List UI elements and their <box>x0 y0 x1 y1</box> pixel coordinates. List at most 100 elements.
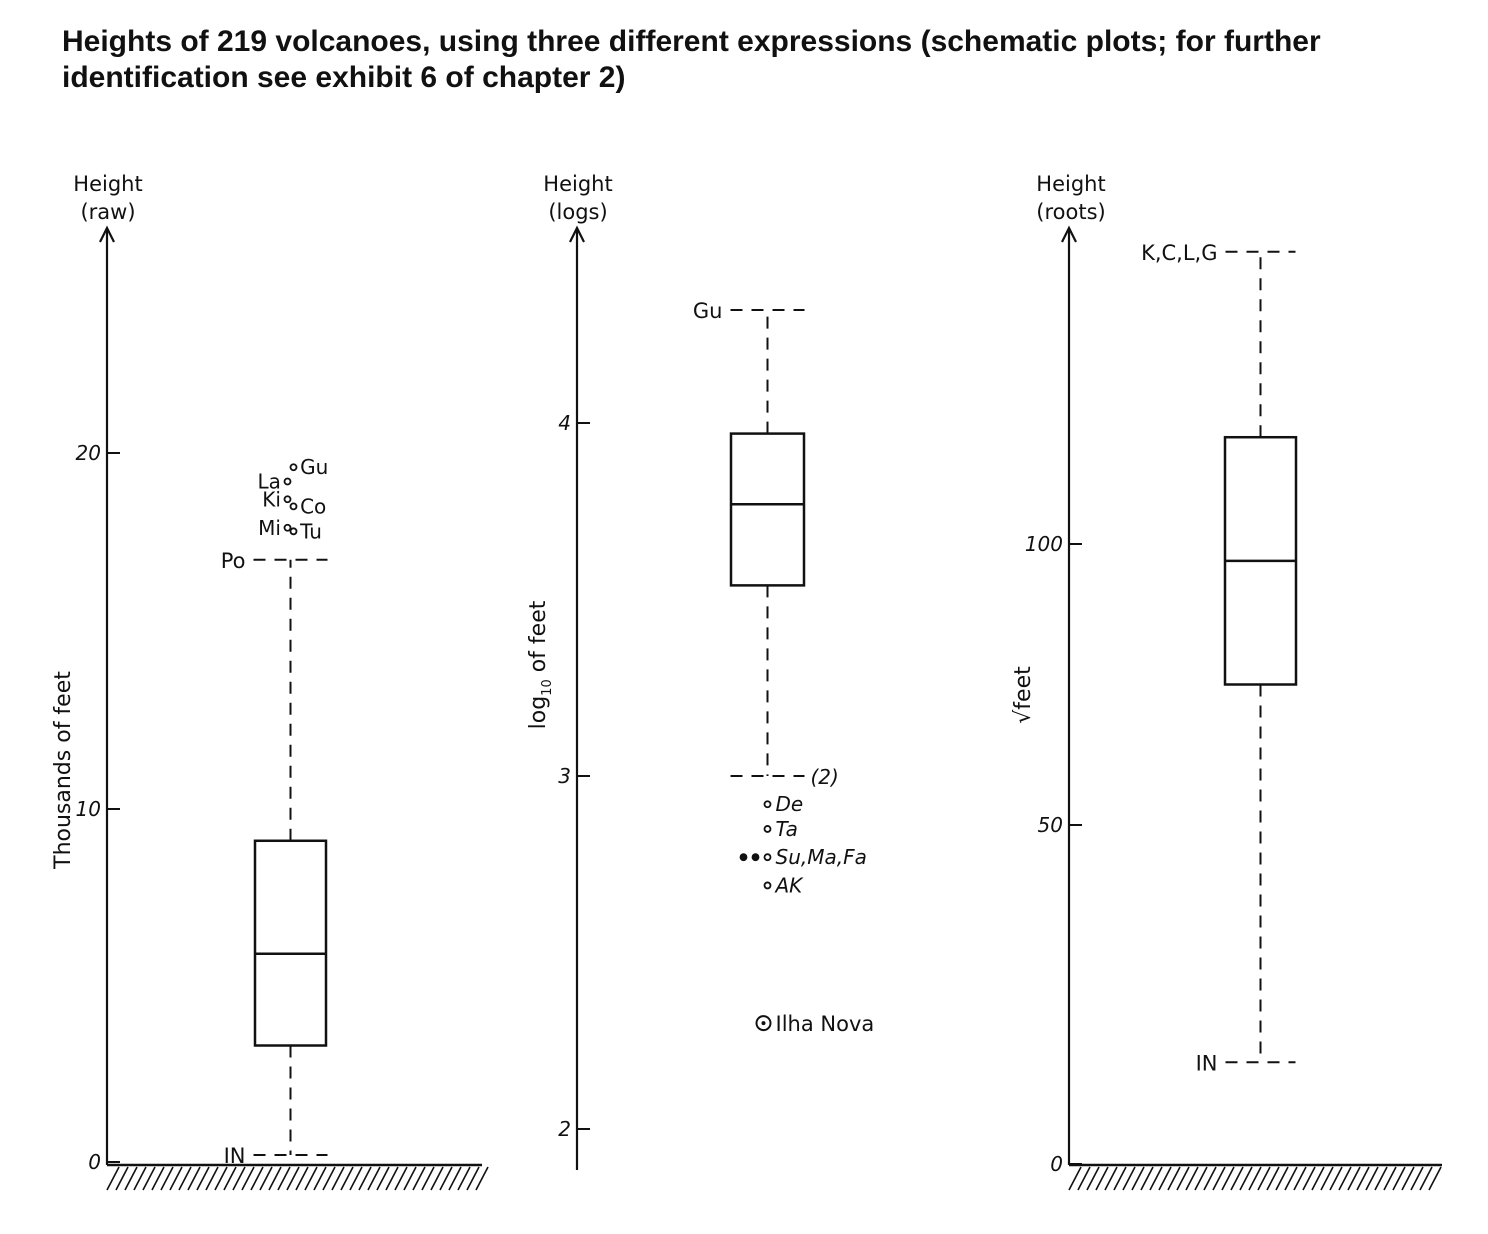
ground-hatch <box>340 1166 354 1191</box>
outlier-point <box>283 477 292 486</box>
upper-whisker-label: Gu <box>693 299 723 323</box>
ground-hatch <box>313 1166 327 1191</box>
axis-arrowhead <box>569 225 585 243</box>
ground-hatch <box>1176 1166 1190 1191</box>
ground-hatch <box>1104 1166 1118 1191</box>
ground-hatch <box>133 1166 147 1191</box>
ground-hatch <box>1356 1166 1370 1191</box>
axis-header: Height <box>73 172 142 196</box>
outlier-point <box>763 853 772 862</box>
ground-hatch <box>1248 1166 1262 1191</box>
ground-hatch <box>1311 1166 1325 1191</box>
ground-hatch <box>106 1166 120 1191</box>
ground-hatch <box>232 1166 246 1191</box>
outlier-label: Su,Ma,Fa <box>776 845 867 869</box>
ground-hatch <box>169 1166 183 1191</box>
ground-hatch <box>439 1166 453 1191</box>
y-axis-label: Thousands of feet <box>51 671 76 870</box>
outlier-point <box>751 853 760 862</box>
ground-hatch <box>1374 1166 1388 1191</box>
panel-roots: Height (roots) 0 50 100 √feet K,C,L,G IN <box>1011 172 1442 1191</box>
ground-hatch <box>385 1166 399 1191</box>
panel-raw: Height (raw) 0 10 20 Thousands of feet Po IN La G… <box>51 172 489 1191</box>
ground-hatch <box>286 1166 300 1191</box>
axis-header: Height <box>543 172 612 196</box>
ground-hatch <box>358 1166 372 1191</box>
ground-hatch <box>421 1166 435 1191</box>
far-outlier-label: Ilha Nova <box>776 1012 875 1036</box>
outlier-label: Mi <box>258 516 281 540</box>
y-tick-label: 100 <box>1025 532 1063 556</box>
ground-hatch <box>367 1166 381 1191</box>
ground-hatch <box>1140 1166 1154 1191</box>
ground-hatch <box>205 1166 219 1191</box>
outlier-point <box>763 800 772 809</box>
ground-hatch <box>1230 1166 1244 1191</box>
ground-hatch <box>1212 1166 1226 1191</box>
ground-hatch <box>1293 1166 1307 1191</box>
y-tick-label: 4 <box>558 411 571 435</box>
ground-hatch <box>403 1166 417 1191</box>
ground-hatch <box>250 1166 264 1191</box>
ground-hatch <box>1185 1166 1199 1191</box>
ground-hatch <box>1365 1166 1379 1191</box>
ground-hatch <box>1239 1166 1253 1191</box>
outlier-label: Ki <box>262 487 281 511</box>
ground-hatch <box>1419 1166 1433 1191</box>
box <box>253 839 328 1047</box>
ground-hatch <box>160 1166 174 1191</box>
ground-hatch <box>277 1166 291 1191</box>
ground-hatch <box>187 1166 201 1191</box>
ground-hatch <box>1086 1166 1100 1191</box>
page-title: Heights of 219 volcanoes, using three di… <box>62 25 1321 94</box>
y-tick-label: 10 <box>76 797 101 821</box>
ground-hatch <box>457 1166 471 1191</box>
ground-hatch <box>1122 1166 1136 1191</box>
ground-hatch <box>295 1166 309 1191</box>
ground-hatch <box>466 1166 480 1191</box>
y-tick-label: 20 <box>76 441 101 465</box>
ground-hatch <box>1077 1166 1091 1191</box>
ground-hatch <box>223 1166 237 1191</box>
ground-hatch <box>331 1166 345 1191</box>
ground-hatch <box>1338 1166 1352 1191</box>
axis-arrowhead <box>99 225 115 243</box>
ground-hatch <box>241 1166 255 1191</box>
ground-hatch <box>1113 1166 1127 1191</box>
outlier-label: AK <box>774 873 805 897</box>
outlier-point <box>289 527 298 536</box>
axis-header-sub: (roots) <box>1036 200 1105 224</box>
ground-hatch <box>448 1166 462 1191</box>
box <box>729 432 806 587</box>
outlier-label: Ta <box>776 817 798 841</box>
ground-hatch <box>322 1166 336 1191</box>
ground-hatch <box>412 1166 426 1191</box>
axis-header-sub: (raw) <box>80 200 135 224</box>
ground-hatch <box>178 1166 192 1191</box>
ground-hatch <box>1095 1166 1109 1191</box>
outlier-point <box>763 825 772 833</box>
ground-hatch <box>349 1166 363 1191</box>
y-axis-label: √feet <box>1011 666 1036 724</box>
ground-hatch <box>1302 1166 1316 1191</box>
ground-hatch <box>1068 1166 1082 1191</box>
lower-whisker-label: (2) <box>811 765 839 789</box>
far-outlier-dot <box>761 1021 766 1026</box>
y-axis-label: log10 of feet <box>526 600 555 729</box>
ground-hatch <box>394 1166 408 1191</box>
y-tick-label: 0 <box>1050 1152 1063 1176</box>
ground-hatch <box>1347 1166 1361 1191</box>
ground-hatch <box>1221 1166 1235 1191</box>
ground-hatch <box>115 1166 129 1191</box>
ground-hatch <box>1149 1166 1163 1191</box>
ground-hatch <box>214 1166 228 1191</box>
ground-hatch <box>124 1166 138 1191</box>
outlier-label: Gu <box>300 455 328 479</box>
outlier-label: La <box>257 469 280 493</box>
ground-hatch <box>259 1166 273 1191</box>
axis-header-sub: (logs) <box>548 200 607 224</box>
ground-hatch <box>1410 1166 1424 1191</box>
axis-arrowhead <box>1061 225 1077 243</box>
